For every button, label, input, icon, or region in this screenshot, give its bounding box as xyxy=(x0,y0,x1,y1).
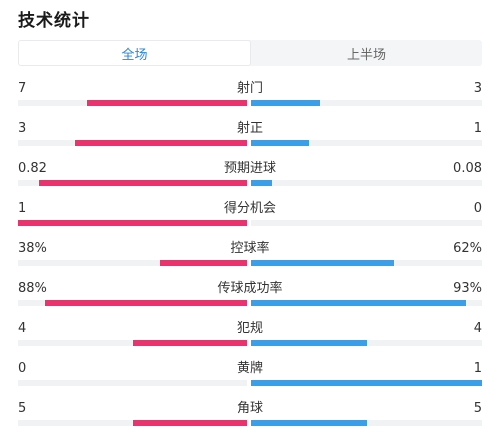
away-bar-fill xyxy=(251,380,482,386)
away-value: 1 xyxy=(473,121,482,136)
home-value: 88% xyxy=(18,281,47,296)
away-value: 4 xyxy=(473,321,482,336)
stat-label: 射正 xyxy=(236,121,263,136)
stat-label: 角球 xyxy=(236,401,263,416)
stat-row-fouls: 4 犯规 4 xyxy=(18,320,482,360)
away-bar-track xyxy=(251,100,482,106)
away-bar-fill xyxy=(251,260,395,266)
away-bar-track xyxy=(251,140,482,146)
stat-label: 控球率 xyxy=(230,241,270,256)
tab-full-match[interactable]: 全场 xyxy=(18,40,251,66)
away-bar-track xyxy=(251,380,482,386)
away-bar-track xyxy=(251,420,482,426)
home-bar-fill xyxy=(132,340,247,346)
stat-label: 射门 xyxy=(236,81,263,96)
away-value: 0 xyxy=(473,201,482,216)
stat-label: 预期进球 xyxy=(223,161,276,176)
home-value: 1 xyxy=(18,201,27,216)
stat-label: 传球成功率 xyxy=(217,281,283,296)
home-bar-track xyxy=(18,180,247,186)
home-bar-fill xyxy=(159,260,247,266)
home-bar-fill xyxy=(18,220,247,226)
period-tabs: 全场 上半场 xyxy=(18,40,482,66)
home-bar-fill xyxy=(45,300,247,306)
home-bar-fill xyxy=(38,180,247,186)
home-bar-track xyxy=(18,380,247,386)
stat-row-big-chances: 1 得分机会 0 xyxy=(18,200,482,240)
home-bar-track xyxy=(18,140,247,146)
home-bar-fill xyxy=(86,100,247,106)
away-bar-track xyxy=(251,300,482,306)
home-bar-fill xyxy=(75,140,247,146)
away-value: 3 xyxy=(473,81,482,96)
home-bar-track xyxy=(18,420,247,426)
away-bar-fill xyxy=(251,340,367,346)
away-value: 62% xyxy=(453,241,482,256)
away-bar-track xyxy=(251,260,482,266)
away-bar-fill xyxy=(251,100,321,106)
page-title: 技术统计 xyxy=(18,11,90,31)
away-bar-fill xyxy=(251,180,272,186)
stat-label: 黄牌 xyxy=(236,361,263,376)
stat-row-shots: 7 射门 3 xyxy=(18,80,482,120)
away-bar-fill xyxy=(251,420,367,426)
stats-list: 7 射门 3 3 射正 1 0.82 预期进球 0.08 1 得分机会 0 xyxy=(18,80,482,440)
away-bar-fill xyxy=(251,140,309,146)
home-value: 5 xyxy=(18,401,27,416)
home-bar-track xyxy=(18,220,247,226)
home-value: 0 xyxy=(18,361,27,376)
home-value: 7 xyxy=(18,81,27,96)
stat-row-expected-goals: 0.82 预期进球 0.08 xyxy=(18,160,482,200)
home-value: 4 xyxy=(18,321,27,336)
home-value: 0.82 xyxy=(18,161,47,176)
home-bar-track xyxy=(18,100,247,106)
home-value: 3 xyxy=(18,121,27,136)
home-bar-track xyxy=(18,300,247,306)
away-value: 1 xyxy=(473,361,482,376)
home-bar-track xyxy=(18,340,247,346)
stat-row-corners: 5 角球 5 xyxy=(18,400,482,440)
away-value: 93% xyxy=(453,281,482,296)
tab-first-half[interactable]: 上半场 xyxy=(346,47,386,63)
stat-row-shots-on-target: 3 射正 1 xyxy=(18,120,482,160)
home-bar-fill xyxy=(132,420,247,426)
home-bar-track xyxy=(18,260,247,266)
stat-row-pass-accuracy: 88% 传球成功率 93% xyxy=(18,280,482,320)
stat-row-possession: 38% 控球率 62% xyxy=(18,240,482,280)
away-bar-track xyxy=(251,340,482,346)
away-value: 5 xyxy=(473,401,482,416)
home-value: 38% xyxy=(18,241,47,256)
away-bar-track xyxy=(251,220,482,226)
away-value: 0.08 xyxy=(453,161,482,176)
away-bar-track xyxy=(251,180,482,186)
stat-row-yellow-cards: 0 黄牌 1 xyxy=(18,360,482,400)
stat-label: 犯规 xyxy=(236,321,263,336)
away-bar-fill xyxy=(251,300,466,306)
stat-label: 得分机会 xyxy=(223,201,276,216)
